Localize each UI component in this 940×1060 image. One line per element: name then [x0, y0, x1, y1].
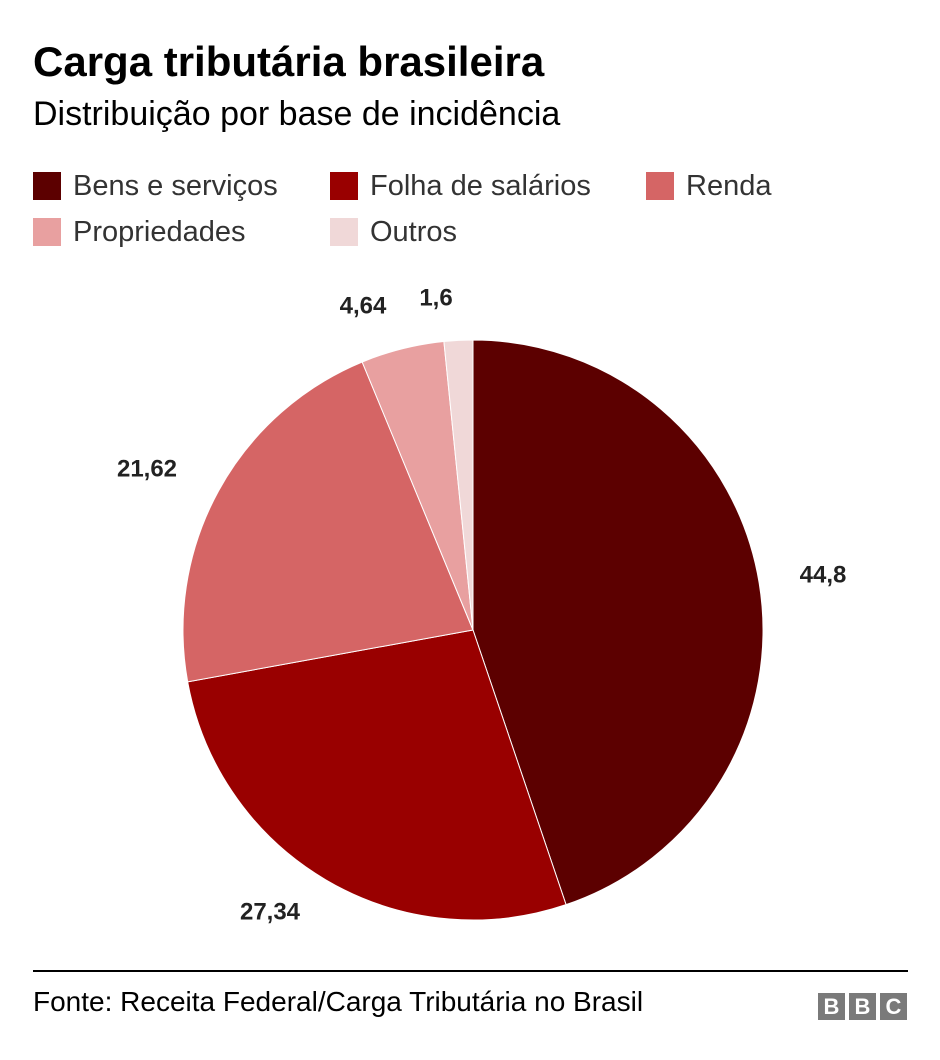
legend-item-folha-de-salarios: Folha de salários — [330, 164, 591, 208]
source-note: Fonte: Receita Federal/Carga Tributária … — [33, 986, 644, 1017]
legend-swatch-folha-de-salarios — [330, 172, 358, 200]
legend-swatch-bens-e-servicos — [33, 172, 61, 200]
data-label-bens-e-servicos: 44,8 — [800, 561, 847, 588]
legend-label-folha-de-salarios: Folha de salários — [370, 169, 591, 202]
data-label-renda: 21,62 — [117, 455, 177, 482]
data-label-outros: 1,6 — [419, 284, 452, 311]
footer-divider — [33, 970, 908, 972]
bbc-logo: B B C — [818, 993, 907, 1020]
legend-label-outros: Outros — [370, 215, 458, 248]
data-label-folha-de-salarios: 27,34 — [240, 898, 301, 925]
legend-label-bens-e-servicos: Bens e serviços — [73, 169, 278, 202]
legend-item-bens-e-servicos: Bens e serviços — [33, 164, 278, 208]
data-label-propriedades: 4,64 — [340, 292, 387, 319]
pie-slice-renda — [182, 361, 474, 683]
legend-swatch-renda — [646, 172, 674, 200]
legend-swatch-outros — [330, 218, 358, 246]
pie-slice-folha-de-salarios — [187, 629, 567, 921]
bbc-logo-letter-b2: B — [849, 993, 876, 1020]
chart-title: Carga tributária brasileira — [33, 38, 545, 85]
bbc-logo-letter-c: C — [880, 993, 907, 1020]
legend-label-renda: Renda — [686, 169, 772, 202]
legend-label-propriedades: Propriedades — [73, 215, 246, 248]
pie-chart: 44,8 27,34 21,62 4,64 1,6 — [117, 284, 847, 925]
legend-item-propriedades: Propriedades — [33, 210, 246, 254]
pie-slice-outros — [443, 339, 474, 631]
bbc-logo-letter-b1: B — [818, 993, 845, 1020]
legend-item-renda: Renda — [646, 164, 771, 208]
chart-subtitle: Distribuição por base de incidência — [33, 95, 561, 133]
pie-slice-bens-e-servicos — [472, 339, 764, 906]
chart-legend: Bens e serviços Folha de salários Renda … — [33, 164, 913, 264]
legend-item-outros: Outros — [330, 210, 457, 254]
legend-swatch-propriedades — [33, 218, 61, 246]
